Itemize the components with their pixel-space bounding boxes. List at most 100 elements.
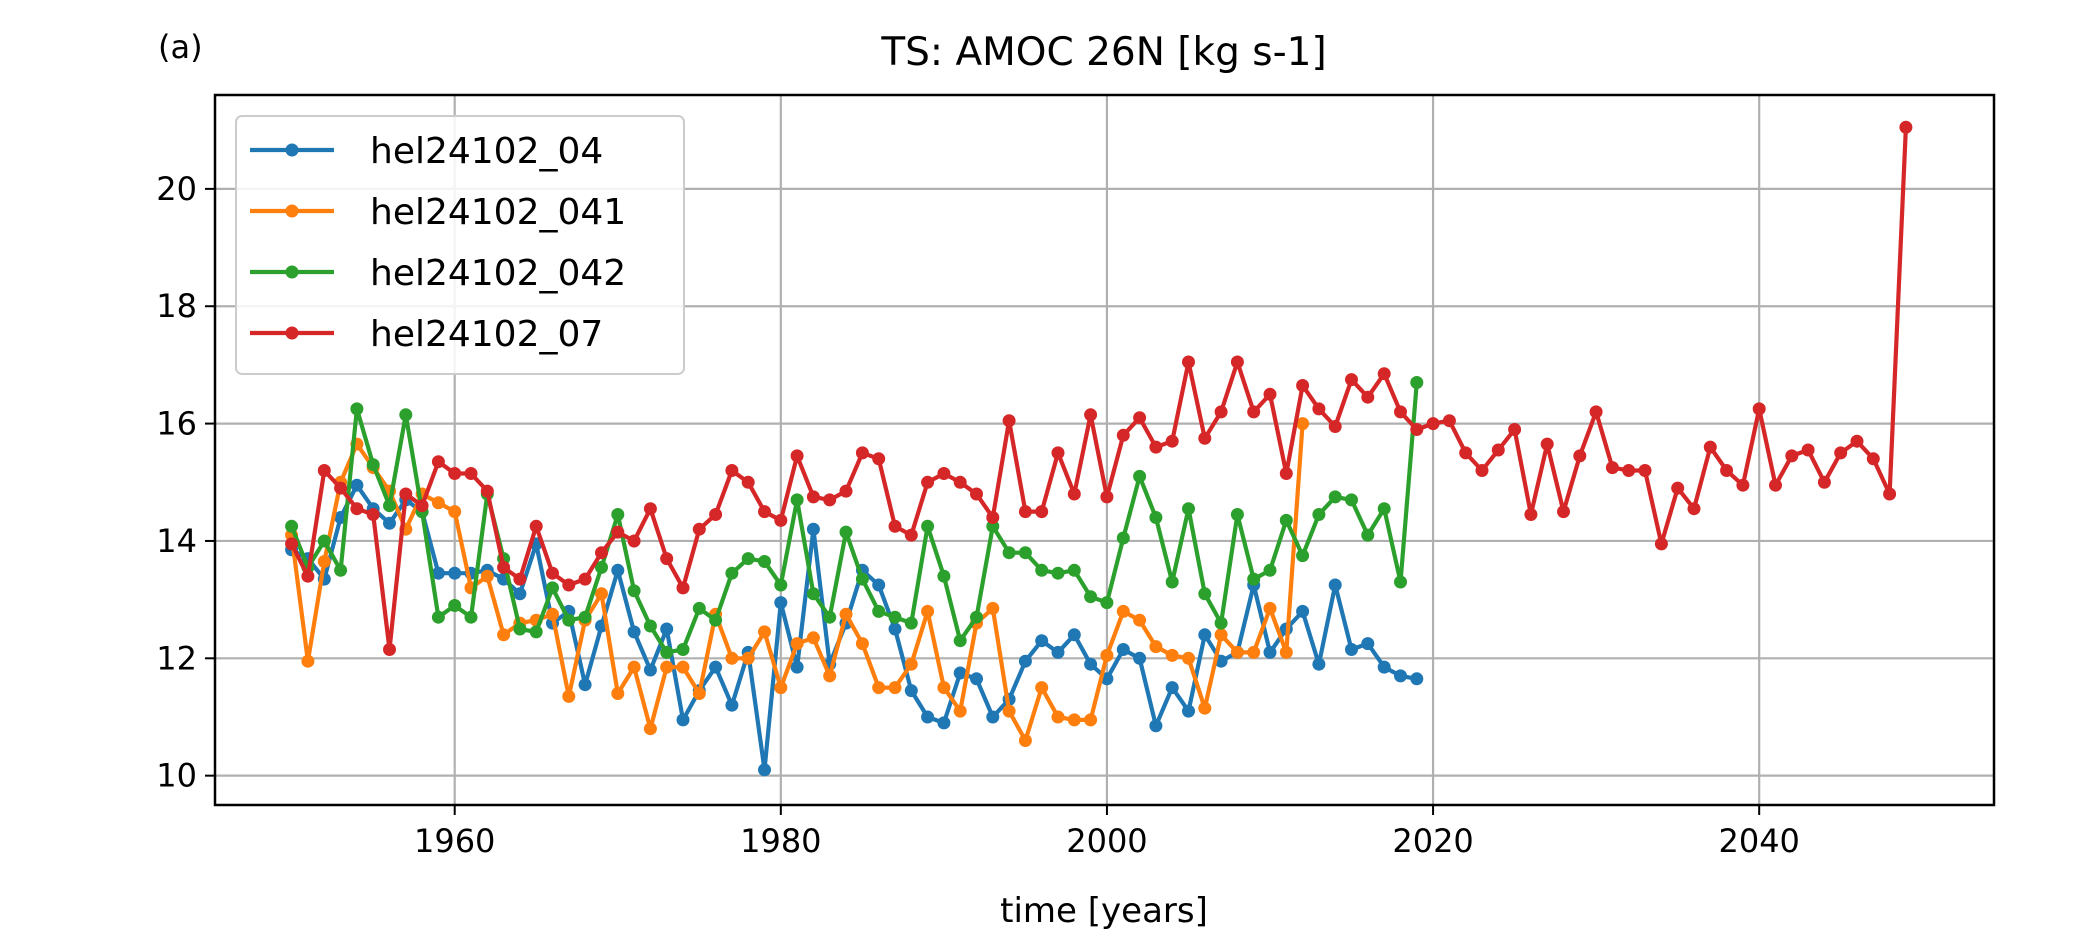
data-point [725, 651, 739, 665]
data-point [725, 566, 739, 580]
data-point [1165, 681, 1179, 695]
x-axis-ticks: 1960 1980 2000 2020 2040 [414, 805, 1800, 860]
data-point [317, 555, 331, 568]
legend-item: hel24102_041 [250, 192, 626, 233]
legend-label: hel24102_042 [370, 253, 626, 294]
data-point [1263, 645, 1277, 659]
data-point [1573, 449, 1587, 463]
panel-label: (a) [158, 28, 203, 66]
data-point [1622, 464, 1636, 477]
legend-box [235, 115, 685, 375]
data-point [1312, 657, 1326, 671]
data-point [806, 631, 820, 645]
data-point [986, 601, 1000, 615]
data-point [611, 525, 625, 539]
data-point [1279, 513, 1293, 527]
data-point [953, 475, 967, 489]
data-point [774, 578, 788, 592]
data-point [1018, 546, 1032, 560]
data-point [529, 625, 543, 639]
data-point [1133, 469, 1147, 483]
data-point [1149, 440, 1163, 454]
data-point [1605, 461, 1619, 475]
data-point [529, 519, 543, 533]
data-point [350, 478, 364, 492]
data-point [480, 484, 494, 498]
data-point [1214, 405, 1228, 419]
data-point [1198, 587, 1212, 601]
data-point [806, 522, 820, 536]
x-tick-label: 2040 [1718, 822, 1799, 860]
data-point [1654, 537, 1668, 551]
data-point [1035, 563, 1049, 577]
data-point [1247, 405, 1261, 419]
data-point [855, 572, 869, 586]
data-point [1230, 508, 1244, 521]
data-point [546, 566, 559, 580]
data-point [464, 610, 478, 624]
y-axis-ticks: 10 12 14 16 18 20 [156, 170, 215, 795]
data-point [1002, 414, 1016, 428]
data-point [1149, 511, 1163, 524]
data-point [513, 622, 527, 636]
x-tick-label: 1960 [414, 822, 495, 860]
data-point [725, 464, 739, 477]
data-point [448, 467, 462, 480]
data-point [660, 552, 674, 566]
series-line [289, 380, 1419, 655]
data-point [676, 581, 690, 595]
data-point [1165, 575, 1179, 589]
data-point [839, 525, 853, 539]
data-point [1182, 355, 1195, 369]
series-layer [285, 120, 1913, 777]
data-point [513, 587, 527, 601]
data-point [937, 681, 951, 695]
data-point [806, 587, 820, 601]
data-point [1116, 531, 1130, 545]
data-point [627, 584, 641, 598]
data-point [1377, 502, 1391, 516]
data-point [921, 710, 935, 724]
data-point [1296, 604, 1310, 618]
legend-label: hel24102_041 [370, 192, 626, 233]
data-point [285, 519, 299, 533]
data-point [1116, 604, 1130, 618]
data-point [1051, 710, 1065, 724]
y-tick-label: 10 [156, 757, 197, 795]
legend-marker [285, 143, 299, 157]
data-point [872, 604, 886, 618]
x-tick-label: 2000 [1066, 822, 1147, 860]
data-point [1149, 640, 1163, 654]
data-point [790, 493, 804, 507]
data-point [823, 493, 837, 507]
data-point [1165, 648, 1179, 662]
data-point [1540, 437, 1554, 451]
data-point [1426, 417, 1440, 431]
data-point [595, 546, 608, 560]
legend-item: hel24102_07 [250, 314, 603, 355]
data-point [1035, 505, 1049, 519]
data-point [1296, 379, 1310, 392]
data-point [1067, 628, 1081, 642]
data-point [1165, 434, 1179, 448]
data-point [562, 689, 576, 703]
data-point [1051, 446, 1065, 460]
data-point [660, 660, 674, 674]
data-point [1394, 575, 1407, 589]
y-tick-label: 20 [156, 170, 197, 208]
data-point [1589, 405, 1603, 419]
data-point [1230, 645, 1244, 659]
data-point [921, 519, 935, 533]
data-point [855, 637, 869, 651]
data-point [1018, 505, 1032, 519]
data-point [1279, 467, 1293, 480]
data-point [676, 713, 690, 727]
data-point [1198, 628, 1212, 642]
series-line [289, 483, 1419, 772]
data-point [301, 654, 315, 668]
data-point [1687, 502, 1701, 516]
data-point [1214, 616, 1228, 630]
x-tick-label: 2020 [1392, 822, 1473, 860]
data-point [1834, 446, 1848, 460]
data-point [1084, 657, 1098, 671]
